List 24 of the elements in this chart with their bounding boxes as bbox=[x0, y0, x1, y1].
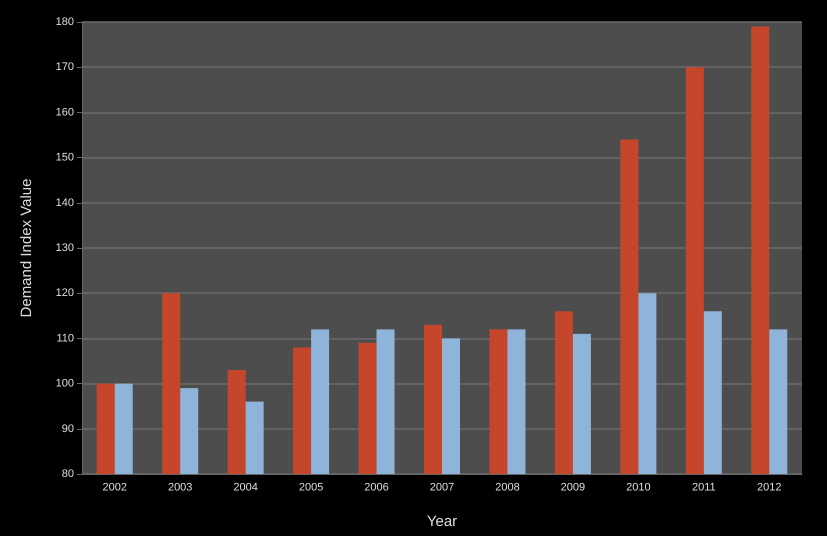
x-tick-label: 2010 bbox=[626, 482, 651, 494]
y-tick-label: 120 bbox=[56, 287, 74, 300]
x-tick-label: 2012 bbox=[757, 482, 782, 494]
x-tick-label: 2006 bbox=[364, 482, 389, 494]
y-tick-label: 110 bbox=[56, 332, 74, 344]
x-tick-label: 2003 bbox=[168, 482, 192, 494]
x-tick-label: 2005 bbox=[298, 482, 324, 494]
y-axis-title: Demand Index Value bbox=[18, 178, 35, 318]
y-tick-label: 150 bbox=[56, 152, 74, 164]
y-tick-label: 100 bbox=[56, 378, 74, 390]
x-tick-label: 2004 bbox=[233, 482, 258, 494]
y-tick-label: 90 bbox=[62, 422, 74, 435]
x-tick-label: 2002 bbox=[102, 482, 127, 494]
y-tick-label: 180 bbox=[56, 16, 74, 28]
x-tick-label: 2009 bbox=[560, 482, 586, 494]
x-axis-title: Year bbox=[426, 513, 458, 530]
y-tick-label: 170 bbox=[56, 61, 74, 74]
y-tick-label: 80 bbox=[62, 468, 74, 480]
y-tick-label: 160 bbox=[56, 106, 74, 118]
x-tick-label: 2008 bbox=[495, 482, 520, 494]
y-tick-label: 140 bbox=[56, 196, 74, 209]
x-tick-label: 2011 bbox=[692, 482, 716, 494]
x-tick-label: 2007 bbox=[430, 482, 454, 494]
y-tick-label: 130 bbox=[56, 242, 74, 254]
